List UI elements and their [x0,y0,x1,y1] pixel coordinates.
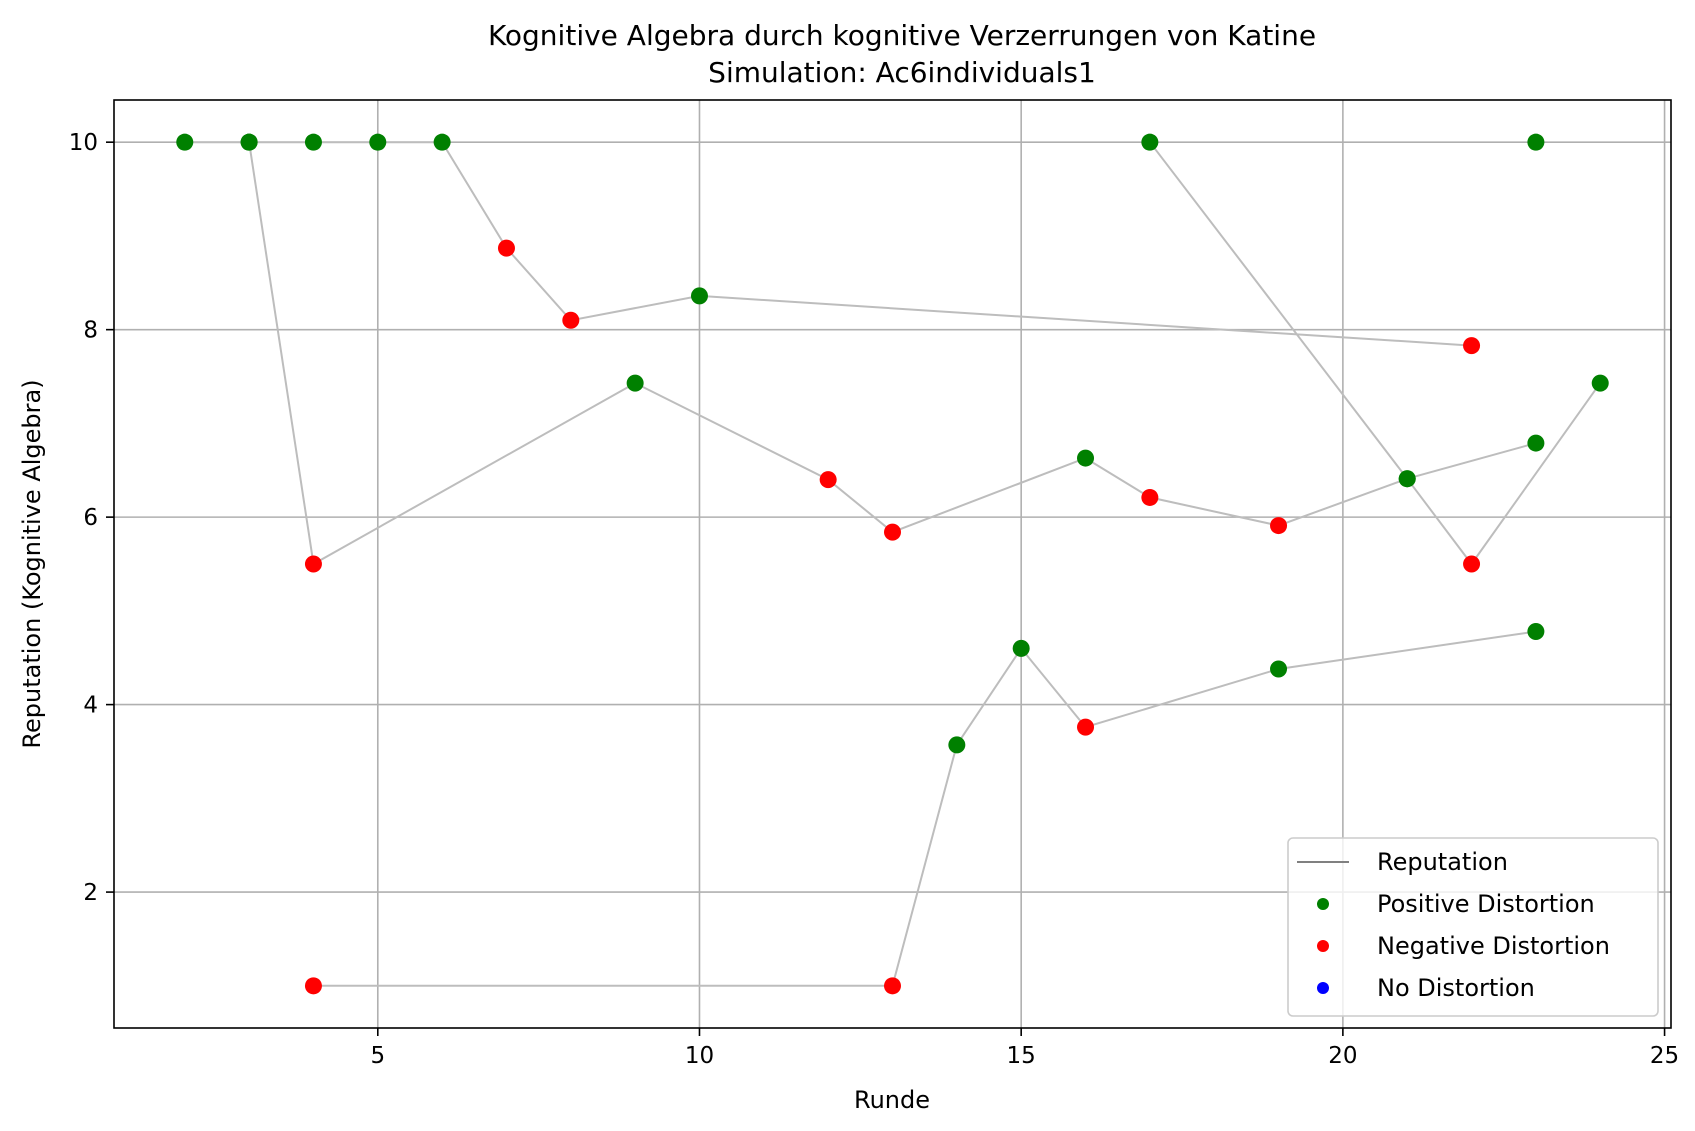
positive-distortion-point [1591,374,1609,392]
positive-distortion-point [1141,133,1159,151]
y-tick-label: 4 [83,693,98,719]
positive-distortion-point [369,133,387,151]
legend: Reputation Positive Distortion Negative Di… [1287,837,1659,1017]
positive-distortion-point [304,133,322,151]
legend-box [1287,837,1659,1017]
chart-subtitle: Simulation: Ac6individuals1 [708,56,1096,89]
y-tick-label: 10 [69,130,98,156]
negative-distortion-point [304,555,322,573]
legend-marker-swatch [1317,898,1329,910]
negative-distortion-point [1270,517,1288,535]
negative-distortion-point [1077,718,1095,736]
positive-distortion-point [176,133,194,151]
x-tick-label: 20 [1328,1043,1357,1069]
x-axis-ticks: 5 10 15 20 25 [370,1028,1679,1069]
positive-distortion-point [948,736,966,754]
positive-distortion-point [1270,660,1288,678]
x-axis-label: Runde [854,1086,930,1114]
legend-label: No Distortion [1377,974,1535,1002]
positive-distortion-point [433,133,451,151]
legend-marker-swatch [1317,940,1329,952]
positive-distortion-point [1527,434,1545,452]
positive-distortion-point [1527,133,1545,151]
positive-distortion-point [1527,622,1545,640]
negative-distortion-point [1463,337,1481,355]
y-tick-label: 8 [83,318,98,344]
x-tick-label: 5 [370,1043,385,1069]
negative-distortion-point [304,977,322,995]
legend-marker-swatch [1317,982,1329,994]
positive-distortion-point [626,374,644,392]
negative-distortion-point [562,311,580,329]
data-points [176,133,1609,995]
y-tick-label: 2 [83,880,98,906]
positive-distortion-point [1398,470,1416,488]
y-axis-ticks: 2 4 6 8 10 [69,130,114,906]
negative-distortion-point [819,471,837,489]
negative-distortion-point [884,977,901,995]
chart-title: Kognitive Algebra durch kognitive Verzer… [488,19,1316,52]
x-tick-label: 10 [685,1043,714,1069]
x-tick-label: 15 [1007,1043,1036,1069]
legend-label: Reputation [1377,848,1508,876]
y-tick-label: 6 [83,505,98,531]
negative-distortion-point [497,239,515,257]
positive-distortion-point [1012,639,1030,657]
legend-label: Negative Distortion [1377,932,1610,960]
grid [114,100,1671,1028]
reputation-line [248,142,1537,566]
legend-items: Reputation Positive Distortion Negative Di… [1297,848,1610,1002]
negative-distortion-point [1463,555,1481,573]
negative-distortion-point [884,523,901,541]
y-axis-label: Reputation (Kognitive Algebra) [18,379,46,748]
legend-label: Positive Distortion [1377,890,1595,918]
positive-distortion-point [240,133,258,151]
reputation-line [1149,141,1602,566]
positive-distortion-point [1077,449,1095,467]
plot-frame [113,99,1672,1029]
positive-distortion-point [690,287,708,305]
x-tick-label: 25 [1650,1043,1679,1069]
negative-distortion-point [1141,488,1159,506]
